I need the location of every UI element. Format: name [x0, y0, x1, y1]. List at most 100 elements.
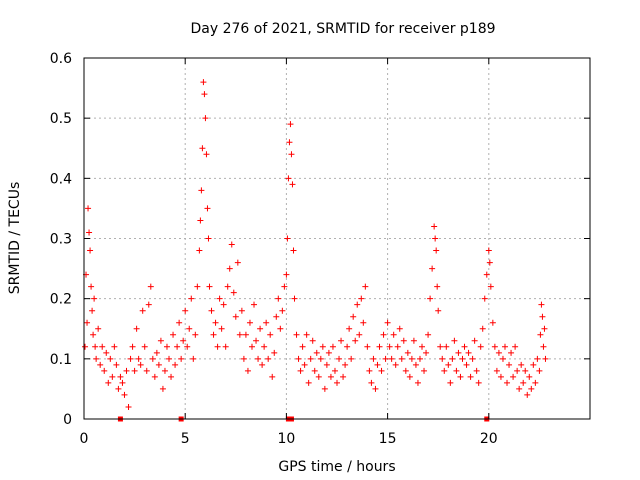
data-point — [372, 385, 379, 392]
data-point — [364, 343, 371, 350]
data-point — [538, 301, 545, 308]
data-point — [465, 349, 472, 356]
data-point — [255, 355, 262, 362]
data-point — [271, 349, 278, 356]
data-point — [127, 355, 134, 362]
data-point — [295, 355, 302, 362]
data-point — [192, 331, 199, 338]
data-point — [224, 283, 231, 290]
data-point — [194, 283, 201, 290]
data-point — [103, 349, 110, 356]
data-point — [348, 355, 355, 362]
data-point — [155, 361, 162, 368]
data-point — [125, 403, 132, 410]
data-point — [303, 331, 310, 338]
data-point — [88, 283, 95, 290]
data-point — [485, 247, 492, 254]
data-point — [378, 367, 385, 374]
data-point — [336, 355, 343, 362]
data-point — [246, 319, 253, 326]
data-point — [323, 361, 330, 368]
y-tick-label: 0 — [63, 412, 72, 428]
data-point — [251, 301, 258, 308]
data-point — [216, 295, 223, 302]
data-point — [396, 325, 403, 332]
data-point — [497, 373, 504, 380]
y-axis: 0 0.1 0.2 0.3 0.4 0.5 0.6 — [50, 51, 590, 428]
data-point — [334, 379, 340, 386]
data-point — [368, 379, 375, 386]
data-point — [313, 349, 320, 356]
data-point — [97, 361, 104, 368]
data-point — [370, 355, 377, 362]
data-point — [331, 367, 338, 374]
data-point — [518, 361, 525, 368]
data-point — [218, 325, 225, 332]
data-point — [135, 355, 142, 362]
data-point — [196, 247, 203, 254]
data-point — [392, 361, 399, 368]
chart-title: Day 276 of 2021, SRMTID for receiver p18… — [190, 21, 495, 37]
data-point — [510, 373, 517, 380]
data-point — [514, 367, 521, 374]
data-point — [265, 355, 272, 362]
data-point — [522, 367, 529, 374]
data-point — [275, 295, 282, 302]
data-point — [143, 367, 150, 374]
x-tick-label: 5 — [181, 431, 190, 447]
data-point — [406, 373, 413, 380]
data-point — [123, 367, 130, 374]
data-point — [293, 331, 300, 338]
data-point — [111, 343, 118, 350]
data-point — [404, 349, 411, 356]
data-point — [186, 325, 193, 332]
data-point — [168, 373, 175, 380]
data-point — [536, 367, 543, 374]
data-point — [384, 319, 391, 326]
data-point — [236, 331, 243, 338]
data-point — [159, 385, 166, 392]
data-point — [327, 373, 334, 380]
data-point — [230, 289, 237, 296]
data-point — [435, 307, 442, 314]
data-point — [532, 379, 539, 386]
data-point — [151, 373, 158, 380]
x-tick-label: 10 — [277, 431, 295, 447]
data-point — [394, 343, 401, 350]
data-point — [210, 331, 217, 338]
data-point — [198, 187, 205, 194]
data-point — [147, 283, 154, 290]
data-point — [170, 331, 177, 338]
data-point — [412, 361, 419, 368]
data-point — [329, 343, 336, 350]
data-point — [524, 391, 531, 398]
data-point — [356, 331, 363, 338]
data-point — [382, 355, 389, 362]
data-point — [109, 373, 116, 380]
data-point — [220, 301, 227, 308]
data-point — [85, 205, 92, 212]
data-point — [226, 265, 233, 272]
data-point — [234, 259, 241, 266]
data-point — [461, 343, 468, 350]
data-point — [358, 295, 365, 302]
data-point — [228, 241, 235, 248]
data-point — [491, 343, 498, 350]
data-point — [172, 361, 179, 368]
data-point — [248, 343, 255, 350]
data-point — [431, 223, 438, 230]
data-point — [208, 307, 215, 314]
data-point — [493, 367, 500, 374]
y-axis-label: SRMTID / TECUs — [7, 182, 23, 295]
data-point — [182, 307, 189, 314]
data-point — [537, 331, 544, 338]
x-axis: 0 5 10 15 20 — [80, 58, 498, 447]
data-point — [366, 367, 373, 374]
data-point — [232, 313, 239, 320]
data-point — [506, 361, 513, 368]
data-point — [257, 325, 264, 332]
data-point — [288, 151, 295, 158]
data-point — [489, 319, 496, 326]
data-point — [84, 319, 91, 326]
